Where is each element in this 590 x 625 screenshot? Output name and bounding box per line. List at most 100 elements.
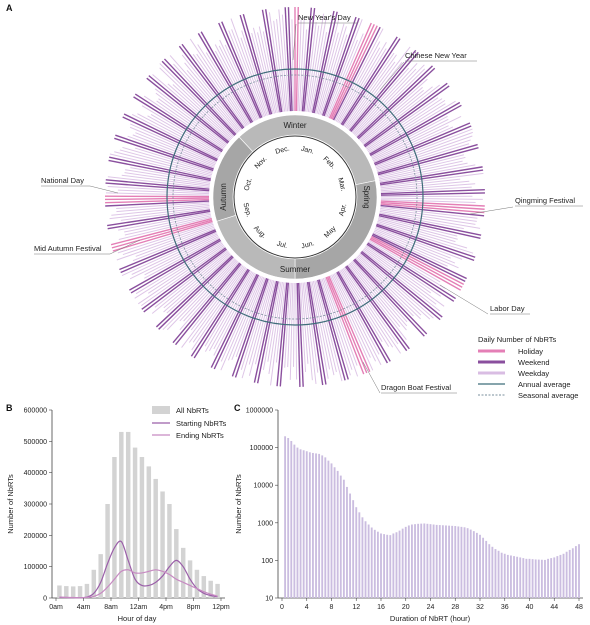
b-x-tick-label: 4pm xyxy=(159,604,173,611)
radial-bar-weekday xyxy=(362,84,441,145)
duration-bar xyxy=(364,521,367,598)
radial-bar-weekday xyxy=(213,273,257,356)
duration-bar xyxy=(571,548,574,598)
radial-bar-weekday xyxy=(368,241,446,289)
radial-bar-weekday xyxy=(311,281,331,370)
duration-bar xyxy=(290,440,293,598)
radial-bar-weekend xyxy=(122,116,218,162)
radial-bar-weekend xyxy=(141,247,227,310)
panel-letter-b: B xyxy=(6,403,13,413)
radial-bar-weekday xyxy=(130,167,211,183)
b-y-title: Number of NbRTs xyxy=(6,474,15,534)
season-arc-autumn xyxy=(212,136,254,222)
radial-bar-weekend xyxy=(369,101,461,155)
radial-bar-holiday xyxy=(105,198,210,204)
duration-bar xyxy=(516,556,519,598)
radial-bar-weekday xyxy=(252,27,275,114)
radial-bar-weekday xyxy=(374,229,456,264)
radial-bar-weekday xyxy=(343,52,395,127)
c-x-tick-label: 36 xyxy=(501,604,509,611)
radial-bar-weekday xyxy=(159,67,234,139)
radial-bar-weekday xyxy=(373,230,459,269)
radial-bar-weekday xyxy=(111,205,210,216)
radial-bar-weekday xyxy=(315,280,343,382)
radial-bar-weekend xyxy=(174,263,242,346)
radial-bar-weekday xyxy=(134,147,213,173)
b-x-title: Hour of day xyxy=(118,614,157,623)
radial-bar-weekend xyxy=(193,269,250,359)
duration-bar xyxy=(460,526,463,598)
radial-bar-weekday xyxy=(134,242,223,299)
radial-bar-weekend xyxy=(306,281,324,386)
duration-bar xyxy=(463,527,466,598)
radial-bar-weekday xyxy=(169,55,239,133)
radial-bar-weekday xyxy=(368,239,441,283)
radial-bar-weekend xyxy=(105,200,210,207)
radial-bar-weekday xyxy=(188,266,245,343)
radial-bar-holiday xyxy=(112,220,213,252)
duration-bar xyxy=(302,450,305,598)
radial-bar-holiday xyxy=(369,238,461,291)
c-y-ticks: 10 100 1000 10000 100000 1000000 xyxy=(246,408,278,603)
radial-bar-weekday xyxy=(374,227,451,259)
radial-bar-weekday xyxy=(299,282,307,372)
radial-bar-weekday xyxy=(380,206,478,219)
radial-bar-weekend xyxy=(356,65,433,139)
annotation-5: Mid Autumn Festival xyxy=(34,244,102,253)
radial-bar-weekend xyxy=(379,166,483,185)
radial-bar-weekday xyxy=(345,61,396,129)
radial-bar-weekday xyxy=(348,62,403,130)
seasonal-average-circle xyxy=(172,74,418,320)
duration-bar xyxy=(513,556,515,598)
radial-bar-weekday xyxy=(334,28,384,122)
radial-bar-weekday xyxy=(119,149,213,176)
b-x-ticks: 0am 4am 8am 12am 4pm 8pm 12pm xyxy=(49,598,230,611)
radial-bar-weekday xyxy=(376,135,473,170)
radial-bar-weekday xyxy=(129,234,219,280)
radial-bar-weekday xyxy=(355,68,426,137)
b-y-tick-label: 100000 xyxy=(24,564,47,571)
c-x-tick-label: 48 xyxy=(575,604,583,611)
duration-bar xyxy=(472,531,475,598)
radial-bar-weekday xyxy=(224,44,260,120)
month-label-sep: Sep. xyxy=(241,202,252,218)
radial-bar-weekend xyxy=(264,9,283,113)
radial-bar-weekend xyxy=(357,67,436,140)
radial-bar-weekday xyxy=(301,282,309,364)
radial-bar-weekday xyxy=(352,62,418,134)
duration-bar xyxy=(475,532,478,598)
radial-bar-weekend xyxy=(311,10,335,113)
season-label-spring: Spring xyxy=(362,185,371,208)
b-y-tick-label: 500000 xyxy=(24,439,47,446)
radial-bar-weekday xyxy=(262,281,281,370)
radial-bar-weekend xyxy=(360,251,441,321)
duration-bar xyxy=(315,453,317,598)
duration-bar xyxy=(482,537,485,598)
radial-bar-weekend xyxy=(114,137,214,172)
radial-bar-weekend xyxy=(158,256,234,330)
radial-bar-weekday xyxy=(130,123,217,163)
radial-bar-weekday xyxy=(124,172,210,186)
radial-bar-weekday xyxy=(192,54,246,128)
duration-bar xyxy=(389,535,392,598)
radial-bar-weekday xyxy=(152,74,231,142)
all-nbrts-bar xyxy=(57,585,62,598)
radial-bar-weekday xyxy=(327,33,364,118)
radial-bar-weekday xyxy=(373,126,454,163)
radial-bar-weekend xyxy=(130,239,222,294)
radial-bar-weekday xyxy=(254,280,276,365)
duration-bar xyxy=(497,550,500,598)
legend-weekday-label: Weekday xyxy=(518,369,549,378)
radial-bar-weekday xyxy=(258,26,278,113)
radial-bar-weekday xyxy=(297,20,302,112)
radial-bar-weekday xyxy=(154,88,228,145)
radial-bar-holiday xyxy=(380,200,485,207)
radial-bar-weekday xyxy=(116,202,210,210)
radial-bar-weekday xyxy=(166,258,236,331)
radial-bar-weekday xyxy=(380,180,470,190)
radial-bar-weekday xyxy=(213,272,255,350)
all-nbrts-bar xyxy=(125,431,131,598)
radial-bar-weekday xyxy=(132,227,216,262)
radial-bar-weekday xyxy=(358,78,428,141)
radial-bar-weekday xyxy=(380,186,472,193)
